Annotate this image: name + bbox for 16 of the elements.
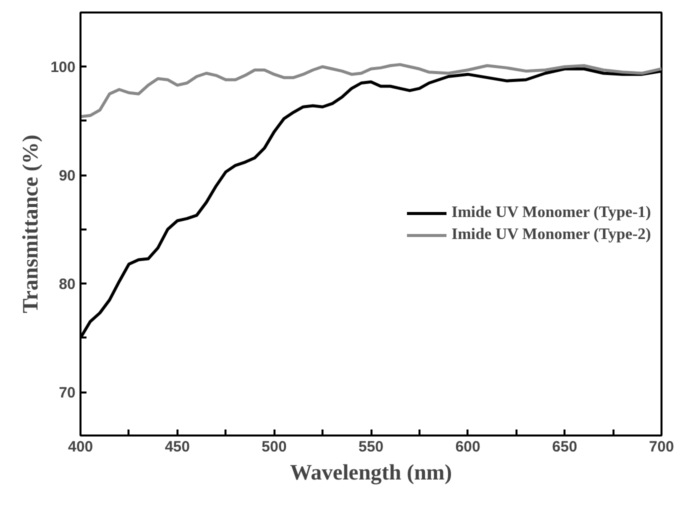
y-axis-title: Transmittance (%) — [17, 134, 42, 314]
x-tick-label: 700 — [648, 438, 674, 456]
x-tick-label: 500 — [262, 438, 287, 456]
x-tick-label: 600 — [455, 438, 480, 456]
y-tick-label: 90 — [58, 168, 76, 185]
x-tick-label: 650 — [552, 438, 578, 456]
legend-label: Imide UV Monomer (Type-1) — [451, 204, 651, 222]
y-tick-label: 100 — [50, 59, 76, 76]
x-tick-label: 550 — [358, 438, 384, 456]
y-tick-label: 70 — [58, 384, 76, 402]
x-axis-title: Wavelength (nm) — [290, 460, 452, 484]
y-tick-label: 80 — [58, 276, 76, 294]
x-tick-label: 400 — [68, 438, 94, 456]
line-series — [80, 63, 662, 118]
legend-label: Imide UV Monomer (Type-2) — [451, 226, 651, 244]
x-tick-label: 450 — [164, 438, 190, 456]
